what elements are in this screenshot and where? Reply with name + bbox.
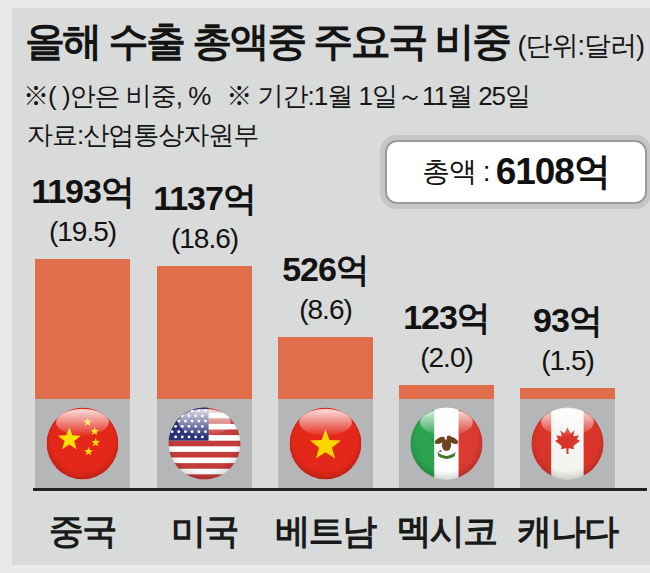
mexico-flag-icon [410,407,483,480]
flag-band [520,399,615,488]
bar [157,266,252,399]
bar-chart: 1193억(19.5)중국1137억(18.6)미국526억(8.6)베트남12… [0,0,650,573]
bar [278,337,373,399]
percent-label: (18.6) [171,225,238,253]
bar-column-china: 1193억(19.5) [35,174,130,488]
flag-band [399,399,494,488]
bar-column-usa: 1137억(18.6) [157,181,252,488]
usa-flag-icon [168,407,241,480]
flag-band [35,399,130,488]
value-label: 1193억 [31,174,134,208]
category-label-mexico: 멕시코 [396,508,497,555]
china-flag-icon [46,407,119,480]
value-label: 123억 [403,300,490,334]
vietnam-flag-icon [289,407,362,480]
value-label: 1137억 [153,181,256,215]
percent-label: (1.5) [541,347,594,375]
percent-label: (2.0) [420,344,473,372]
category-label-usa: 미국 [171,508,238,555]
flag-band [157,399,252,488]
bar [399,385,494,399]
category-label-canada: 캐나다 [517,508,618,555]
flag-band [278,399,373,488]
x-axis-line [33,488,647,491]
value-label: 93억 [533,303,602,337]
value-label: 526억 [282,252,369,286]
bar-column-vietnam: 526억 (8.6) [278,252,373,488]
percent-label: (8.6) [299,296,352,324]
bar [35,259,130,399]
bar [520,388,615,399]
percent-label: (19.5) [49,218,116,246]
canada-flag-icon [531,407,604,480]
category-label-china: 중국 [49,508,116,555]
bar-column-canada: 93억 (1.5) [520,303,615,488]
bar-column-mexico: 123억 (2.0) [399,300,494,488]
category-label-vietnam: 베트남 [275,508,376,555]
